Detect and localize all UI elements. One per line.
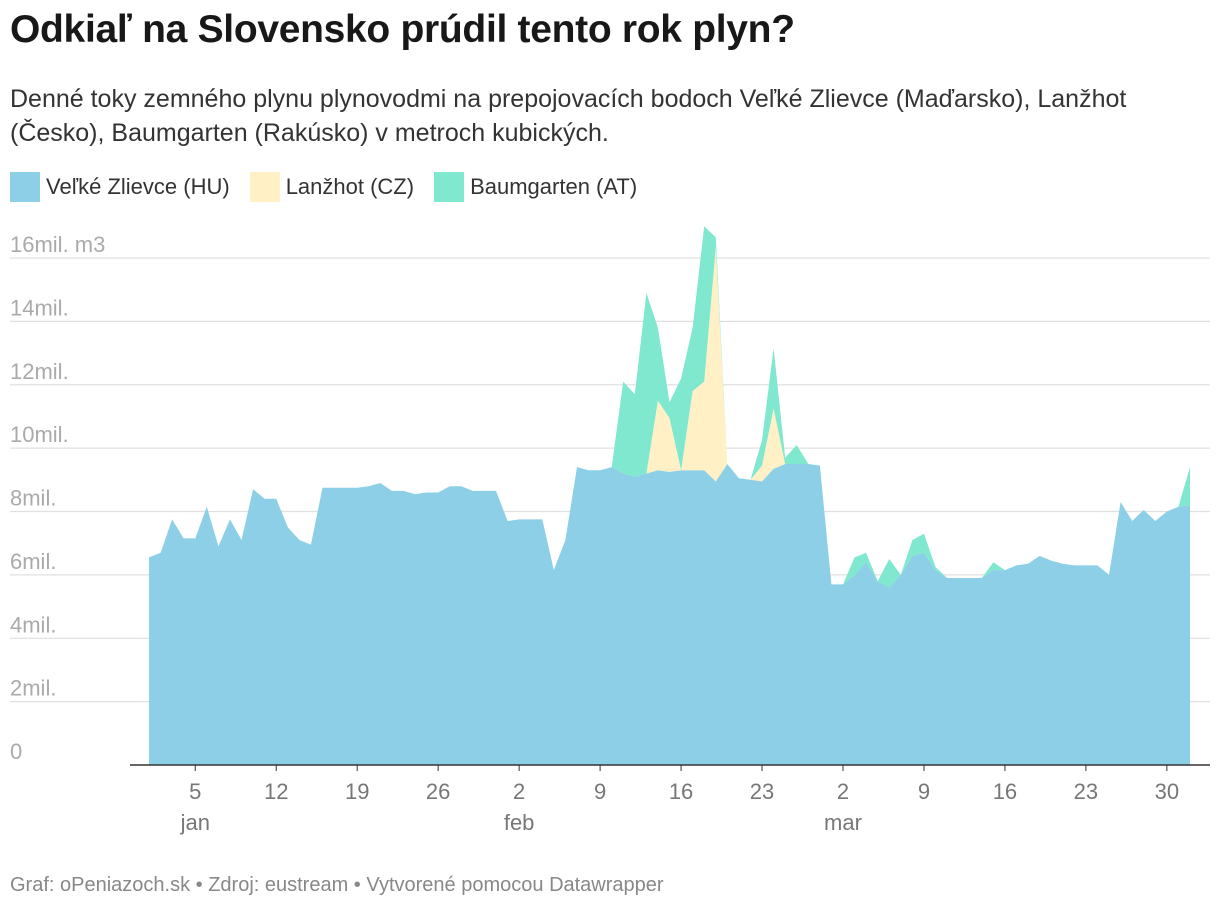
x-tick-label: 19 bbox=[345, 779, 369, 804]
area-series-0 bbox=[149, 464, 1190, 765]
x-tick-label: 5 bbox=[189, 779, 201, 804]
y-tick-label: 4mil. bbox=[10, 612, 56, 637]
y-tick-label: 6mil. bbox=[10, 549, 56, 574]
y-tick-label: 0 bbox=[10, 739, 22, 764]
chart-title: Odkiaľ na Slovensko prúdil tento rok ply… bbox=[10, 8, 795, 51]
legend-swatch-at bbox=[434, 172, 465, 202]
x-tick-label: 16 bbox=[993, 779, 1017, 804]
legend-swatch-cz bbox=[249, 172, 280, 202]
y-tick-label: 12mil. bbox=[10, 359, 69, 384]
legend-label-at: Baumgarten (AT) bbox=[470, 174, 638, 199]
y-tick-label: 2mil. bbox=[10, 676, 56, 701]
x-tick-label: 30 bbox=[1155, 779, 1179, 804]
x-tick-label: 12 bbox=[264, 779, 288, 804]
y-tick-label: 10mil. bbox=[10, 422, 69, 447]
legend-label-cz: Lanžhot (CZ) bbox=[285, 174, 415, 199]
chart-subtitle: Denné toky zemného plynu plynovodmi na p… bbox=[10, 85, 1127, 147]
y-tick-label: 16mil. m3 bbox=[10, 232, 105, 257]
x-month-label: jan bbox=[180, 810, 210, 835]
x-tick-label: 23 bbox=[1074, 779, 1098, 804]
y-tick-label: 8mil. bbox=[10, 486, 56, 511]
legend-item-cz: Lanžhot (CZ) bbox=[249, 172, 415, 202]
x-month-label: feb bbox=[504, 810, 535, 835]
x-tick-label: 9 bbox=[594, 779, 606, 804]
footer-credit: Graf: oPeniazoch.sk • Zdroj: eustream • … bbox=[10, 874, 664, 896]
legend-item-hu: Veľké Zlievce (HU) bbox=[10, 172, 230, 202]
area-chart: 0 2mil. 4mil. 6mil. 8mil. 10mil. 12mil. 14mil. 1… bbox=[10, 226, 1210, 835]
legend-item-at: Baumgarten (AT) bbox=[434, 172, 637, 202]
legend-label-hu: Veľké Zlievce (HU) bbox=[46, 174, 230, 199]
x-tick-label: 16 bbox=[669, 779, 693, 804]
x-tick-label: 2 bbox=[513, 779, 525, 804]
legend-swatch-hu bbox=[10, 172, 40, 202]
x-tick-label: 2 bbox=[837, 779, 849, 804]
y-tick-label: 14mil. bbox=[10, 295, 69, 320]
x-month-label: mar bbox=[824, 810, 862, 835]
x-tick-label: 9 bbox=[918, 779, 930, 804]
legend: Veľké Zlievce (HU) Lanžhot (CZ) Baumgart… bbox=[10, 172, 657, 202]
x-tick-label: 23 bbox=[750, 779, 774, 804]
area-series-2 bbox=[149, 226, 1190, 588]
x-tick-label: 26 bbox=[426, 779, 450, 804]
